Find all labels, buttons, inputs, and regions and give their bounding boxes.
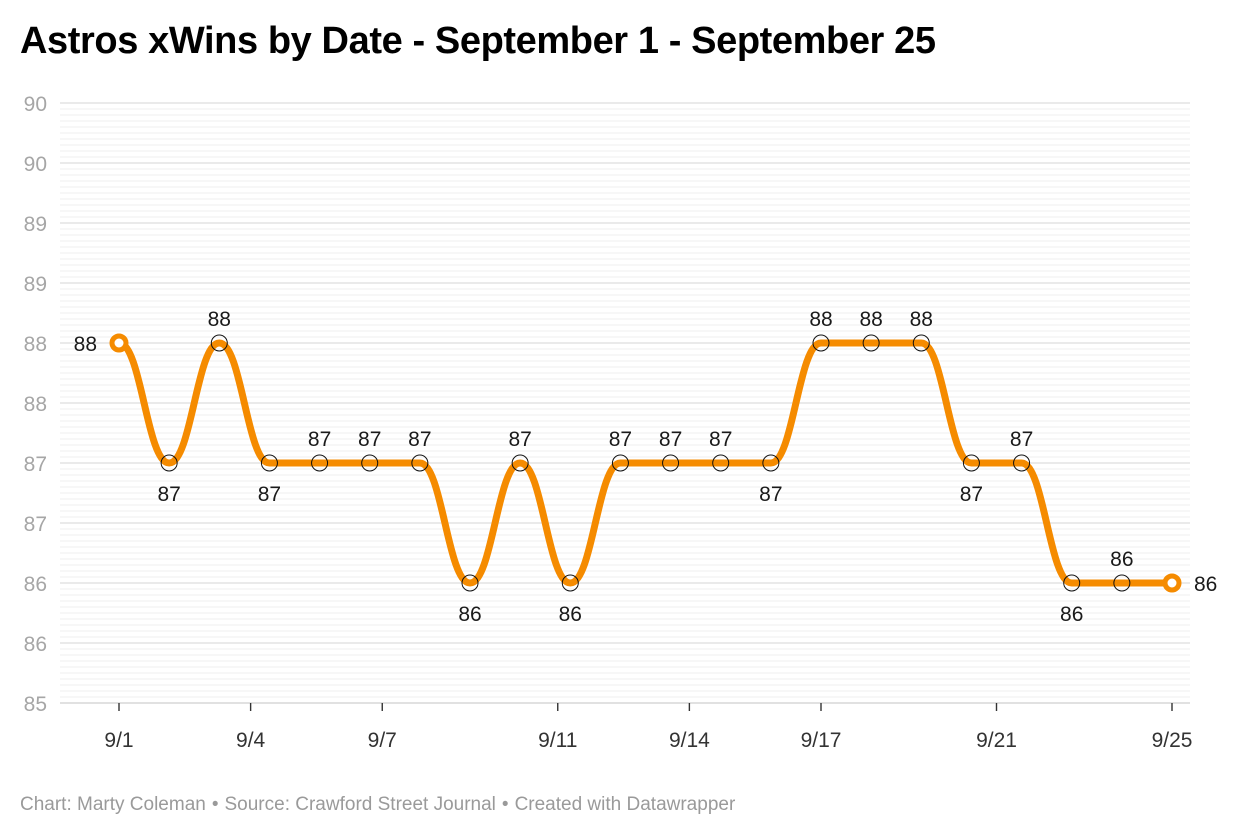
data-point: [862, 334, 880, 352]
data-label: 87: [1010, 428, 1033, 451]
data-point: [260, 454, 278, 472]
data-point: [461, 574, 479, 592]
data-point: [1063, 574, 1081, 592]
y-tick-label: 88: [24, 333, 47, 356]
data-point: [361, 454, 379, 472]
data-point: [1113, 574, 1131, 592]
data-label: 87: [659, 428, 682, 451]
y-tick-label: 85: [24, 693, 47, 716]
data-point: [1013, 454, 1031, 472]
x-tick-label: 9/25: [1152, 729, 1193, 752]
y-tick-label: 89: [24, 213, 47, 236]
data-label: 88: [910, 308, 933, 331]
data-point: [611, 454, 629, 472]
data-point: [160, 454, 178, 472]
y-tick-label: 86: [24, 633, 47, 656]
data-label: 87: [609, 428, 632, 451]
data-point: [812, 334, 830, 352]
data-point: [411, 454, 429, 472]
y-tick-label: 89: [24, 273, 47, 296]
created-with: Created with Datawrapper: [514, 794, 736, 815]
x-tick-label: 9/7: [368, 729, 397, 752]
x-tick-label: 9/11: [538, 729, 577, 752]
data-label: 87: [358, 428, 381, 451]
x-axis: 9/1 9/4 9/7 9/11 9/14 9/17 9/21 9/25: [104, 703, 1192, 752]
y-tick-label: 87: [24, 453, 47, 476]
data-point: [762, 454, 780, 472]
x-tick-label: 9/4: [236, 729, 266, 752]
y-tick-label: 88: [24, 393, 47, 416]
y-axis-ticks: 85 86 86 87 87 88 88 89 89 90 90: [24, 93, 47, 716]
data-point-endpoint: [1162, 573, 1182, 593]
data-label: 87: [408, 428, 431, 451]
data-point-endpoint: [109, 333, 129, 353]
data-label: 86: [1110, 548, 1133, 571]
data-label: 87: [508, 428, 531, 451]
x-tick-label: 9/21: [976, 729, 1017, 752]
chart-area: 85 86 86 87 87 88 88 89 89 90 90 9/1 9/4 9/7 9/11 9/14…: [0, 80, 1240, 770]
data-label: 86: [559, 603, 582, 626]
x-tick-label: 9/1: [104, 729, 133, 752]
y-tick-label: 90: [24, 153, 47, 176]
footer-separator: •: [501, 794, 509, 815]
y-tick-label: 86: [24, 573, 47, 596]
chart-credit: Chart: Marty Coleman: [20, 794, 206, 815]
data-point: [912, 334, 930, 352]
data-label: 87: [258, 483, 281, 506]
series-line: [115, 339, 1176, 587]
data-label: 86: [1060, 603, 1083, 626]
data-label: 88: [74, 333, 97, 356]
y-tick-label: 87: [24, 513, 47, 536]
data-points: [109, 333, 1182, 593]
chart-source: Source: Crawford Street Journal: [224, 794, 496, 815]
minor-gridlines: [60, 108, 1190, 698]
data-label: 88: [809, 308, 832, 331]
footer-separator: •: [211, 794, 219, 815]
data-label: 88: [208, 308, 231, 331]
y-tick-label: 90: [24, 93, 47, 116]
data-point: [511, 454, 529, 472]
data-point: [210, 334, 228, 352]
data-point: [311, 454, 329, 472]
x-tick-label: 9/14: [669, 729, 710, 752]
data-label: 87: [308, 428, 331, 451]
chart-footer: Chart: Marty Coleman • Source: Crawford St…: [20, 794, 735, 816]
data-label: 87: [759, 483, 782, 506]
data-point: [561, 574, 579, 592]
x-tick-label: 9/17: [801, 729, 842, 752]
data-label: 87: [709, 428, 732, 451]
chart-title: Astros xWins by Date - September 1 - Sep…: [20, 20, 936, 62]
data-label: 87: [157, 483, 180, 506]
data-label: 87: [960, 483, 983, 506]
line-chart: 85 86 86 87 87 88 88 89 89 90 90 9/1 9/4 9/7 9/11 9/14…: [24, 93, 1218, 752]
data-label: 86: [1194, 573, 1217, 596]
data-point: [712, 454, 730, 472]
data-labels: 88 87 88 87 87 87 87 86 87 86 87 87 87 87 88 88 88 87 87 86…: [74, 308, 1218, 626]
data-label: 88: [859, 308, 882, 331]
series-xwins: [115, 339, 1176, 587]
data-label: 86: [458, 603, 481, 626]
data-point: [962, 454, 980, 472]
data-point: [662, 454, 680, 472]
